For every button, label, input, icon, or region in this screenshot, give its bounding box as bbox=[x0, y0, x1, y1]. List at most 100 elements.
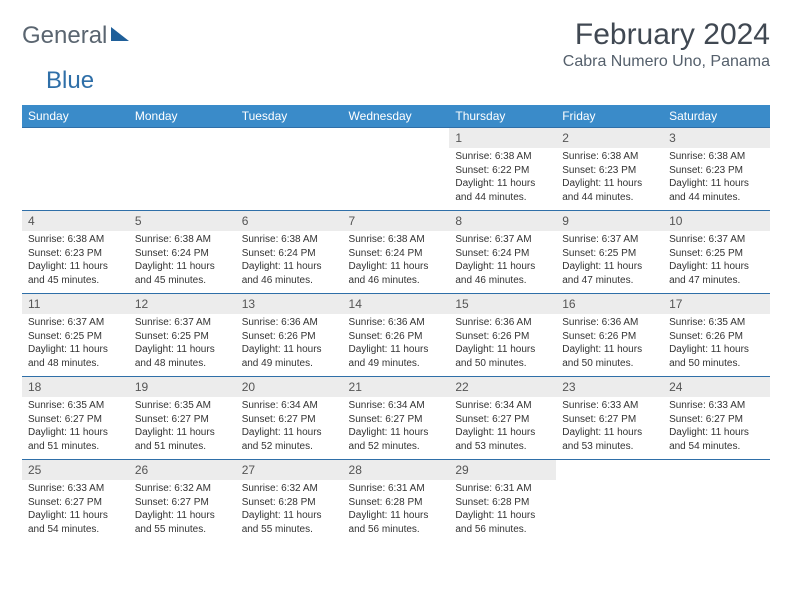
day-d1: Daylight: 11 hours bbox=[349, 260, 444, 274]
brand-triangle-icon bbox=[111, 27, 129, 41]
day-sr: Sunrise: 6:33 AM bbox=[28, 482, 123, 496]
day-info-cell: Sunrise: 6:35 AMSunset: 6:26 PMDaylight:… bbox=[663, 314, 770, 377]
day-info-cell bbox=[236, 148, 343, 211]
day-info-cell: Sunrise: 6:31 AMSunset: 6:28 PMDaylight:… bbox=[343, 480, 450, 542]
day-info-cell: Sunrise: 6:34 AMSunset: 6:27 PMDaylight:… bbox=[236, 397, 343, 460]
day-ss: Sunset: 6:24 PM bbox=[349, 247, 444, 261]
day-d1: Daylight: 11 hours bbox=[242, 426, 337, 440]
day-number-cell: 25 bbox=[22, 460, 129, 481]
day-ss: Sunset: 6:23 PM bbox=[669, 164, 764, 178]
day-sr: Sunrise: 6:34 AM bbox=[349, 399, 444, 413]
day-sr: Sunrise: 6:35 AM bbox=[135, 399, 230, 413]
day-ss: Sunset: 6:23 PM bbox=[562, 164, 657, 178]
calendar-table: SundayMondayTuesdayWednesdayThursdayFrid… bbox=[22, 105, 770, 542]
weekday-header-row: SundayMondayTuesdayWednesdayThursdayFrid… bbox=[22, 105, 770, 128]
day-number-cell: 17 bbox=[663, 294, 770, 315]
day-d2: and 45 minutes. bbox=[28, 274, 123, 288]
day-ss: Sunset: 6:28 PM bbox=[242, 496, 337, 510]
day-d2: and 56 minutes. bbox=[455, 523, 550, 537]
day-number-cell: 28 bbox=[343, 460, 450, 481]
day-number-cell: 11 bbox=[22, 294, 129, 315]
day-info-cell: Sunrise: 6:33 AMSunset: 6:27 PMDaylight:… bbox=[22, 480, 129, 542]
day-d2: and 46 minutes. bbox=[349, 274, 444, 288]
day-info-cell bbox=[22, 148, 129, 211]
day-number-cell: 1 bbox=[449, 128, 556, 149]
day-d2: and 47 minutes. bbox=[669, 274, 764, 288]
day-sr: Sunrise: 6:38 AM bbox=[669, 150, 764, 164]
day-number-cell: 8 bbox=[449, 211, 556, 232]
day-d1: Daylight: 11 hours bbox=[135, 260, 230, 274]
day-d1: Daylight: 11 hours bbox=[349, 343, 444, 357]
day-info-cell: Sunrise: 6:32 AMSunset: 6:28 PMDaylight:… bbox=[236, 480, 343, 542]
day-sr: Sunrise: 6:37 AM bbox=[28, 316, 123, 330]
day-sr: Sunrise: 6:38 AM bbox=[455, 150, 550, 164]
day-d1: Daylight: 11 hours bbox=[349, 426, 444, 440]
weekday-header: Sunday bbox=[22, 105, 129, 128]
brand-part2: Blue bbox=[46, 67, 770, 95]
day-d2: and 51 minutes. bbox=[135, 440, 230, 454]
day-ss: Sunset: 6:27 PM bbox=[562, 413, 657, 427]
day-d2: and 50 minutes. bbox=[669, 357, 764, 371]
day-d1: Daylight: 11 hours bbox=[562, 426, 657, 440]
day-number-row: 2526272829 bbox=[22, 460, 770, 481]
day-sr: Sunrise: 6:36 AM bbox=[349, 316, 444, 330]
day-sr: Sunrise: 6:36 AM bbox=[455, 316, 550, 330]
day-ss: Sunset: 6:26 PM bbox=[349, 330, 444, 344]
day-d2: and 44 minutes. bbox=[669, 191, 764, 205]
day-d2: and 51 minutes. bbox=[28, 440, 123, 454]
day-sr: Sunrise: 6:37 AM bbox=[562, 233, 657, 247]
day-number-cell: 19 bbox=[129, 377, 236, 398]
day-number-cell: 24 bbox=[663, 377, 770, 398]
day-info-cell: Sunrise: 6:33 AMSunset: 6:27 PMDaylight:… bbox=[556, 397, 663, 460]
day-d2: and 52 minutes. bbox=[242, 440, 337, 454]
day-sr: Sunrise: 6:35 AM bbox=[669, 316, 764, 330]
day-number-cell bbox=[663, 460, 770, 481]
day-number-cell: 16 bbox=[556, 294, 663, 315]
day-info-cell: Sunrise: 6:37 AMSunset: 6:25 PMDaylight:… bbox=[556, 231, 663, 294]
day-info-cell: Sunrise: 6:37 AMSunset: 6:25 PMDaylight:… bbox=[22, 314, 129, 377]
day-number-row: 11121314151617 bbox=[22, 294, 770, 315]
weekday-header: Friday bbox=[556, 105, 663, 128]
day-number-cell: 20 bbox=[236, 377, 343, 398]
day-info-row: Sunrise: 6:38 AMSunset: 6:22 PMDaylight:… bbox=[22, 148, 770, 211]
day-ss: Sunset: 6:26 PM bbox=[455, 330, 550, 344]
day-d2: and 50 minutes. bbox=[455, 357, 550, 371]
day-ss: Sunset: 6:27 PM bbox=[242, 413, 337, 427]
day-d1: Daylight: 11 hours bbox=[455, 177, 550, 191]
day-d2: and 49 minutes. bbox=[349, 357, 444, 371]
day-d2: and 54 minutes. bbox=[28, 523, 123, 537]
day-number-row: 45678910 bbox=[22, 211, 770, 232]
day-number-cell: 26 bbox=[129, 460, 236, 481]
day-d2: and 55 minutes. bbox=[242, 523, 337, 537]
day-info-cell: Sunrise: 6:36 AMSunset: 6:26 PMDaylight:… bbox=[343, 314, 450, 377]
day-info-cell: Sunrise: 6:37 AMSunset: 6:25 PMDaylight:… bbox=[663, 231, 770, 294]
day-sr: Sunrise: 6:34 AM bbox=[455, 399, 550, 413]
day-d2: and 47 minutes. bbox=[562, 274, 657, 288]
weekday-header: Thursday bbox=[449, 105, 556, 128]
day-ss: Sunset: 6:28 PM bbox=[455, 496, 550, 510]
day-ss: Sunset: 6:27 PM bbox=[349, 413, 444, 427]
day-sr: Sunrise: 6:33 AM bbox=[562, 399, 657, 413]
day-info-cell: Sunrise: 6:34 AMSunset: 6:27 PMDaylight:… bbox=[449, 397, 556, 460]
day-d2: and 44 minutes. bbox=[455, 191, 550, 205]
day-info-cell: Sunrise: 6:37 AMSunset: 6:24 PMDaylight:… bbox=[449, 231, 556, 294]
day-d1: Daylight: 11 hours bbox=[242, 260, 337, 274]
day-d2: and 50 minutes. bbox=[562, 357, 657, 371]
day-number-cell: 13 bbox=[236, 294, 343, 315]
day-ss: Sunset: 6:27 PM bbox=[455, 413, 550, 427]
day-ss: Sunset: 6:27 PM bbox=[28, 496, 123, 510]
day-ss: Sunset: 6:24 PM bbox=[455, 247, 550, 261]
day-d1: Daylight: 11 hours bbox=[28, 260, 123, 274]
day-sr: Sunrise: 6:31 AM bbox=[349, 482, 444, 496]
day-info-cell: Sunrise: 6:35 AMSunset: 6:27 PMDaylight:… bbox=[129, 397, 236, 460]
day-info-row: Sunrise: 6:35 AMSunset: 6:27 PMDaylight:… bbox=[22, 397, 770, 460]
day-info-cell: Sunrise: 6:38 AMSunset: 6:23 PMDaylight:… bbox=[556, 148, 663, 211]
day-info-row: Sunrise: 6:38 AMSunset: 6:23 PMDaylight:… bbox=[22, 231, 770, 294]
day-number-cell: 5 bbox=[129, 211, 236, 232]
day-number-cell: 10 bbox=[663, 211, 770, 232]
day-d1: Daylight: 11 hours bbox=[669, 343, 764, 357]
day-number-cell: 3 bbox=[663, 128, 770, 149]
day-d1: Daylight: 11 hours bbox=[455, 260, 550, 274]
day-ss: Sunset: 6:24 PM bbox=[135, 247, 230, 261]
day-number-cell bbox=[343, 128, 450, 149]
